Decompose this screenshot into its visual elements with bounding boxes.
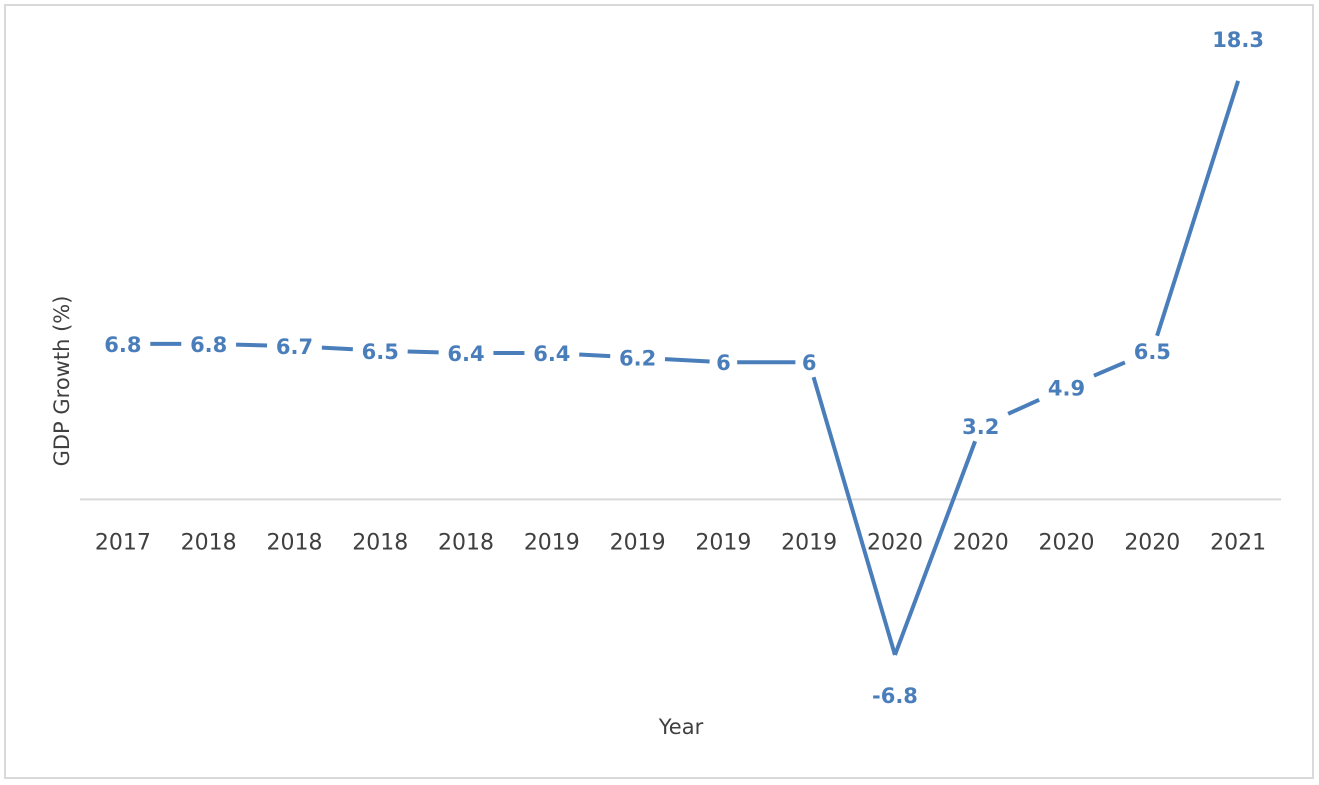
series-line-segment	[664, 357, 710, 364]
data-label-layer: 6.8 6.8 6.7 6.5 6.4 6.4 6.2 6 6 -6.8 3.2 4.9 6.5 18.3	[104, 28, 1264, 708]
x-tick-label: 2019	[610, 530, 666, 555]
data-label: 6	[802, 351, 817, 375]
x-tick-label: 2020	[867, 530, 923, 555]
series-line-segment	[811, 376, 897, 656]
series-line-segment	[236, 342, 268, 348]
x-tick-label: 2019	[695, 530, 751, 555]
series-line-segment	[1007, 397, 1040, 416]
x-tick-label: 2020	[953, 530, 1009, 555]
data-label: 3.2	[962, 415, 999, 439]
data-label: 6.4	[447, 342, 484, 366]
y-axis-title: GDP Growth (%)	[50, 296, 74, 467]
series-line-segment	[407, 349, 439, 355]
data-label: 6.5	[1134, 340, 1171, 364]
data-label: 6.5	[362, 340, 399, 364]
x-tick-label: 2020	[1124, 530, 1180, 555]
x-tick-label: 2019	[524, 530, 580, 555]
series-line-segment	[579, 352, 611, 359]
data-label: 6.7	[276, 335, 313, 359]
data-label: 18.3	[1212, 28, 1264, 52]
data-label: 6.2	[619, 347, 656, 371]
axis-layer: 2017 2018 2018 2018 2018 2019 2019 2019 2019 2020…	[80, 498, 1281, 555]
x-tick-label: 2017	[95, 530, 151, 555]
data-label: 6.4	[533, 342, 570, 366]
x-tick-label: 2019	[781, 530, 837, 555]
series-line-segment	[321, 345, 353, 352]
data-label: -6.8	[872, 684, 918, 708]
x-tick-label: 2018	[266, 530, 322, 555]
x-tick-label: 2020	[1039, 530, 1095, 555]
x-tick-label: 2018	[438, 530, 494, 555]
x-tick-label: 2021	[1210, 530, 1266, 555]
data-label: 4.9	[1048, 376, 1085, 400]
series-layer	[150, 80, 1241, 656]
series-line-segment	[1155, 80, 1241, 337]
series-line-segment	[893, 440, 977, 656]
series-line-segment	[1093, 360, 1126, 378]
data-label: 6.8	[104, 333, 141, 357]
x-axis-title: Year	[658, 715, 704, 739]
x-tick-label: 2018	[181, 530, 237, 555]
data-label: 6.8	[190, 333, 227, 357]
chart-frame	[4, 4, 1314, 779]
x-tick-label: 2018	[352, 530, 408, 555]
data-label: 6	[716, 351, 731, 375]
